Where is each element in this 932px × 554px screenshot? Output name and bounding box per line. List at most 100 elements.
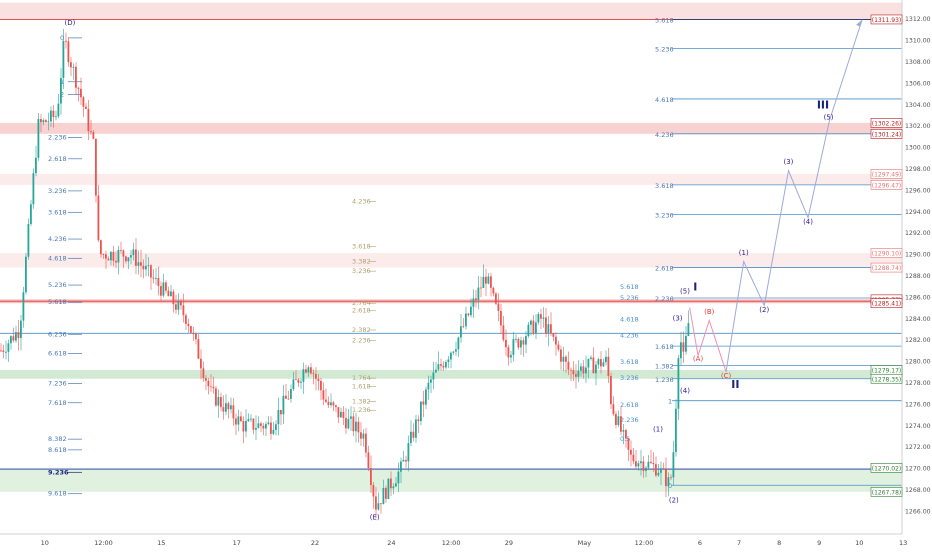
candle bbox=[322, 382, 325, 406]
y-tick-label-22: 1268.00 bbox=[905, 487, 931, 494]
candle bbox=[570, 367, 572, 382]
y-tick-label-19: 1274.00 bbox=[905, 423, 931, 430]
price-tag-label: (1290.10) bbox=[872, 251, 902, 258]
candle-body bbox=[80, 88, 82, 98]
candle-body bbox=[5, 351, 7, 353]
candle bbox=[620, 406, 622, 436]
candle bbox=[597, 357, 600, 369]
candle bbox=[665, 457, 667, 498]
candle bbox=[372, 481, 375, 509]
candle bbox=[17, 320, 20, 351]
candle-body bbox=[480, 287, 482, 289]
price-tag-box bbox=[870, 373, 903, 384]
price-tag-0: (1311.93) bbox=[870, 14, 903, 25]
left-fib-label-5: 3.236 bbox=[48, 187, 67, 195]
price-tag-label: (1301.24) bbox=[872, 131, 902, 138]
candle bbox=[410, 420, 412, 446]
candle bbox=[512, 331, 515, 362]
candle-body bbox=[230, 405, 232, 410]
candle bbox=[255, 415, 257, 441]
x-tick-label-0: 10 bbox=[41, 539, 49, 547]
candle-body bbox=[447, 359, 450, 362]
price-tag-label: (1270.02) bbox=[872, 465, 902, 472]
x-tick-label-9: 12:00 bbox=[635, 539, 654, 547]
candle bbox=[215, 385, 217, 408]
candle bbox=[52, 104, 55, 128]
mid-fib-label-4: 2.764 bbox=[352, 299, 371, 307]
candle bbox=[247, 413, 250, 423]
candle bbox=[285, 384, 287, 399]
x-tick-label-12: 8 bbox=[777, 539, 781, 547]
candle-body bbox=[22, 292, 25, 321]
candle-body bbox=[672, 452, 675, 478]
candle-body bbox=[82, 97, 85, 107]
candle-body bbox=[490, 276, 492, 288]
right-fib-label-3: 4.236 bbox=[620, 331, 639, 339]
candle bbox=[295, 370, 297, 381]
candle-body bbox=[592, 357, 595, 374]
candle bbox=[407, 435, 410, 472]
candle-body bbox=[575, 374, 577, 377]
candle bbox=[107, 256, 110, 261]
price-tag-label: (1311.93) bbox=[872, 17, 902, 24]
candle bbox=[122, 249, 125, 268]
candle-body bbox=[30, 204, 32, 225]
candle bbox=[612, 396, 615, 416]
candle-body bbox=[632, 454, 635, 462]
wave-label-5: (4) bbox=[680, 387, 690, 395]
price-tag-box bbox=[870, 262, 903, 273]
candle bbox=[455, 341, 457, 356]
candle-body bbox=[625, 430, 627, 439]
candle bbox=[640, 449, 642, 476]
candle-body bbox=[640, 461, 642, 464]
candle bbox=[547, 316, 550, 347]
candle bbox=[187, 318, 190, 333]
candle bbox=[602, 358, 605, 367]
candle-body bbox=[555, 336, 557, 345]
candle bbox=[320, 377, 322, 401]
candle bbox=[32, 168, 35, 209]
candle-body bbox=[572, 370, 575, 375]
candle bbox=[470, 298, 472, 318]
candle bbox=[545, 308, 547, 338]
candle bbox=[87, 99, 90, 141]
candle bbox=[645, 465, 647, 478]
mid-fib-label-1: 3.618 bbox=[352, 243, 371, 251]
candle bbox=[45, 118, 47, 123]
candle-body bbox=[200, 358, 202, 369]
price-tag-12: (1267.78) bbox=[870, 487, 903, 497]
candle-body bbox=[335, 405, 337, 408]
candle-body bbox=[202, 368, 205, 379]
candle bbox=[135, 237, 137, 275]
candle bbox=[687, 310, 690, 337]
candle-body bbox=[337, 407, 340, 418]
candle-body bbox=[510, 354, 512, 358]
y-tick-label-17: 1278.00 bbox=[905, 380, 931, 387]
x-tick-label-14: 10 bbox=[855, 539, 863, 547]
wave-label-3: (2) bbox=[669, 496, 679, 504]
x-tick-label-2: 15 bbox=[157, 539, 165, 547]
candle bbox=[50, 106, 52, 127]
candle-body bbox=[582, 366, 585, 374]
candle-body bbox=[302, 369, 305, 382]
candle bbox=[195, 332, 197, 345]
candle bbox=[580, 363, 582, 377]
candle bbox=[565, 354, 567, 373]
candle bbox=[310, 363, 312, 375]
candle-body bbox=[655, 464, 657, 476]
candle bbox=[22, 286, 25, 328]
zone-band-5 bbox=[0, 369, 902, 379]
candle bbox=[192, 326, 195, 341]
candle bbox=[282, 384, 285, 424]
candle-body bbox=[172, 291, 175, 305]
candle bbox=[132, 242, 135, 261]
candle-body bbox=[45, 120, 47, 123]
candle bbox=[635, 450, 637, 470]
y-tick-label-9: 1294.00 bbox=[905, 209, 931, 216]
wave-label-11: II bbox=[731, 378, 739, 391]
candle-body bbox=[587, 358, 590, 368]
candle bbox=[360, 422, 362, 447]
